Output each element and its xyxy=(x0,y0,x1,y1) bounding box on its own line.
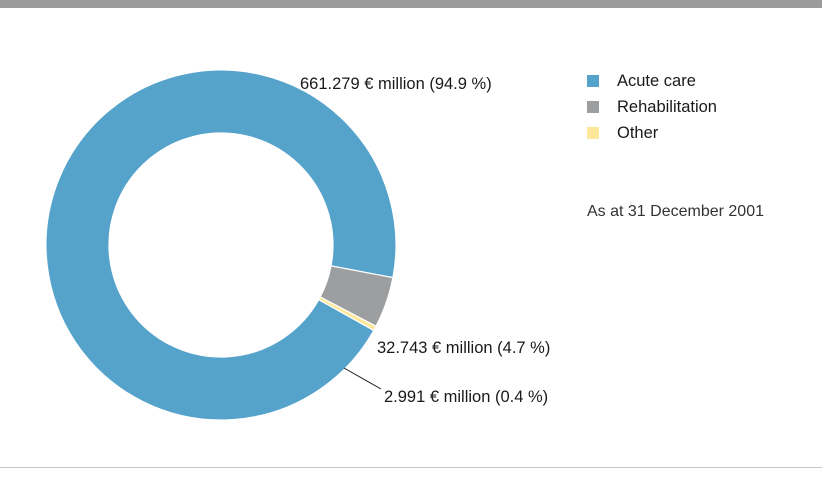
legend-swatch-rehabilitation xyxy=(587,101,599,113)
slice-label-acute-care: 661.279 € million (94.9 %) xyxy=(300,75,492,93)
legend-item-rehabilitation: Rehabilitation xyxy=(587,94,717,120)
legend-item-other: Other xyxy=(587,120,717,146)
donut-slice-other xyxy=(317,296,377,332)
top-divider xyxy=(0,0,822,8)
legend-swatch-acute-care xyxy=(587,75,599,87)
donut-slices xyxy=(45,69,397,421)
slice-label-rehabilitation: 32.743 € million (4.7 %) xyxy=(377,339,550,357)
legend-label-acute-care: Acute care xyxy=(617,71,696,90)
legend-swatch-other xyxy=(587,127,599,139)
bottom-divider xyxy=(0,467,822,468)
legend-label-other: Other xyxy=(617,123,659,142)
callout-line-other xyxy=(343,367,382,390)
legend-item-acute-care: Acute care xyxy=(587,68,717,94)
legend-label-rehabilitation: Rehabilitation xyxy=(617,97,717,116)
donut-slice-acute-care xyxy=(45,69,397,421)
legend: Acute care Rehabilitation Other xyxy=(587,68,717,146)
slice-label-other: 2.991 € million (0.4 %) xyxy=(384,388,548,406)
date-note: As at 31 December 2001 xyxy=(587,203,764,220)
